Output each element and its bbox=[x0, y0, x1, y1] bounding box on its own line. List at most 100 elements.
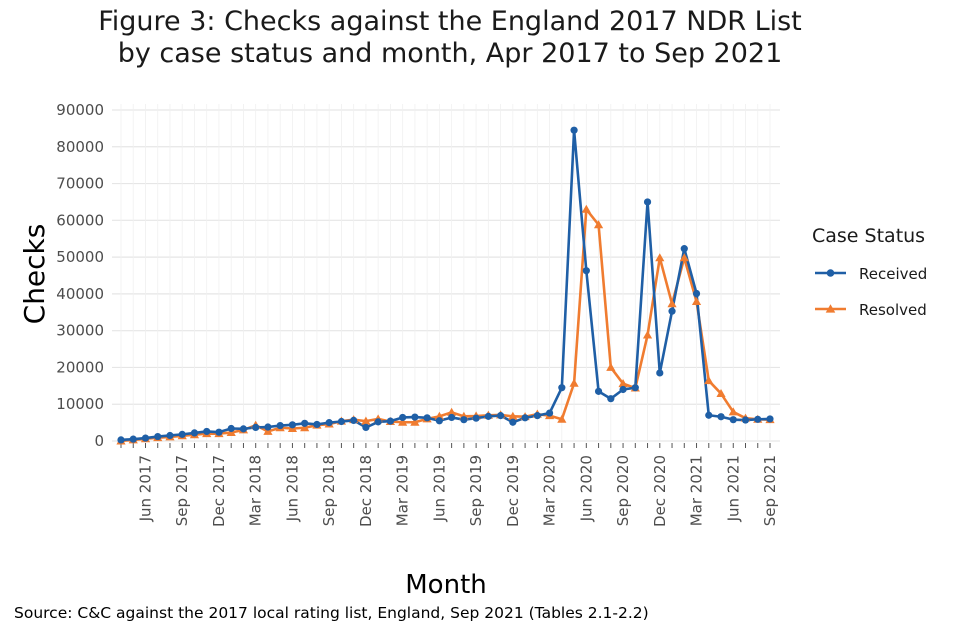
data-point-resolved bbox=[447, 407, 457, 416]
data-point-resolved bbox=[642, 330, 653, 339]
data-point-received bbox=[509, 418, 517, 426]
data-point-received bbox=[227, 424, 235, 433]
data-point-received bbox=[399, 413, 407, 422]
data-point-received bbox=[288, 421, 297, 429]
legend-item-resolved: Resolved bbox=[815, 301, 927, 319]
data-point-received bbox=[680, 245, 688, 253]
data-point-received bbox=[448, 413, 456, 422]
data-point-resolved bbox=[716, 388, 726, 398]
data-point-received bbox=[460, 416, 468, 424]
data-point-resolved bbox=[508, 411, 518, 420]
data-point-resolved bbox=[581, 204, 591, 213]
data-point-resolved bbox=[361, 416, 371, 425]
x-tick-label: Jun 2017 bbox=[136, 455, 154, 522]
data-point-received bbox=[301, 419, 309, 427]
data-point-received bbox=[215, 428, 223, 436]
source-note: Source: C&C against the 2017 local ratin… bbox=[14, 604, 649, 622]
legend-title: Case Status bbox=[812, 225, 925, 247]
data-point-received bbox=[705, 411, 713, 419]
data-point-received bbox=[582, 267, 590, 275]
y-tick-label: 30000 bbox=[56, 322, 104, 340]
data-point-resolved bbox=[569, 378, 579, 387]
x-tick-label: Sep 2019 bbox=[467, 455, 485, 526]
data-point-received bbox=[729, 416, 737, 424]
data-point-received bbox=[374, 418, 382, 426]
y-tick-label: 20000 bbox=[56, 358, 104, 376]
data-point-received bbox=[754, 415, 762, 423]
data-point-received bbox=[252, 423, 260, 431]
y-axis-title: Checks bbox=[18, 224, 51, 325]
x-tick-label: Jun 2019 bbox=[430, 455, 448, 522]
x-tick-label: Mar 2020 bbox=[541, 455, 559, 526]
x-tick-label: Jun 2021 bbox=[724, 455, 742, 522]
data-point-received bbox=[594, 387, 603, 395]
y-tick-label: 10000 bbox=[56, 395, 104, 413]
y-axis-ticks: 0 10000 20000 30000 40000 50000 60000 70000 8000… bbox=[56, 101, 104, 450]
data-point-received bbox=[203, 427, 211, 436]
chart-title-line-2: by case status and month, Apr 2017 to Se… bbox=[117, 38, 783, 69]
y-tick-label: 40000 bbox=[56, 285, 104, 303]
data-point-received bbox=[411, 413, 419, 421]
series-points bbox=[116, 126, 775, 445]
data-point-received bbox=[423, 414, 431, 422]
x-axis-title: Month bbox=[405, 570, 487, 600]
data-point-received bbox=[154, 432, 162, 441]
legend-marker bbox=[825, 304, 836, 313]
y-tick-label: 80000 bbox=[56, 138, 104, 156]
data-point-resolved bbox=[410, 417, 420, 426]
data-point-received bbox=[717, 413, 725, 421]
data-point-received bbox=[668, 307, 676, 315]
data-point-received bbox=[741, 416, 750, 424]
data-point-received bbox=[190, 429, 199, 437]
data-point-resolved bbox=[557, 414, 567, 423]
series-line-resolved bbox=[120, 208, 771, 443]
data-point-received bbox=[484, 412, 492, 420]
data-point-resolved bbox=[606, 362, 616, 371]
x-tick-label: Jun 2020 bbox=[577, 455, 595, 522]
x-axis-ticks: Jun 2017 Sep 2017 Dec 2017 Mar 2018 Jun 2018… bbox=[136, 455, 779, 527]
data-point-received bbox=[766, 415, 774, 423]
data-point-resolved bbox=[300, 423, 310, 432]
data-point-received bbox=[178, 430, 186, 438]
data-point-received bbox=[239, 425, 248, 433]
y-tick-label: 90000 bbox=[56, 101, 104, 119]
data-point-received bbox=[521, 414, 529, 422]
data-point-resolved bbox=[398, 417, 408, 426]
legend-label: Received bbox=[859, 265, 927, 283]
data-point-received bbox=[607, 395, 615, 403]
data-point-received bbox=[643, 198, 652, 206]
data-point-received bbox=[435, 417, 443, 425]
data-point-resolved bbox=[263, 426, 273, 435]
legend-label: Resolved bbox=[859, 301, 927, 319]
data-point-received bbox=[276, 421, 284, 430]
data-point-resolved bbox=[679, 253, 689, 262]
data-point-received bbox=[386, 417, 394, 425]
chart-title-line-1: Figure 3: Checks against the England 201… bbox=[98, 6, 802, 37]
x-tick-label: Sep 2020 bbox=[614, 455, 632, 526]
data-point-received bbox=[325, 419, 333, 427]
data-point-received bbox=[656, 369, 664, 377]
legend-item-received: Received bbox=[815, 265, 927, 283]
x-tick-label: Jun 2018 bbox=[283, 455, 301, 522]
data-point-received bbox=[166, 431, 174, 440]
x-tick-label: Dec 2020 bbox=[651, 455, 669, 527]
y-tick-label: 50000 bbox=[56, 248, 104, 266]
legend: Case Status Received Resolved bbox=[812, 225, 927, 319]
series-lines bbox=[120, 128, 771, 443]
x-tick-label: Sep 2018 bbox=[320, 455, 338, 526]
data-point-received bbox=[497, 412, 505, 420]
data-point-received bbox=[141, 434, 150, 442]
x-tick-label: Sep 2021 bbox=[761, 455, 779, 526]
x-tick-label: Mar 2018 bbox=[247, 455, 265, 526]
data-point-received bbox=[570, 126, 578, 134]
data-point-resolved bbox=[667, 299, 677, 308]
chart-title: Figure 3: Checks against the England 201… bbox=[0, 6, 900, 70]
data-point-received bbox=[264, 423, 272, 431]
y-tick-label: 70000 bbox=[56, 175, 104, 193]
legend-marker bbox=[826, 269, 835, 277]
data-point-received bbox=[362, 423, 370, 431]
data-point-received bbox=[545, 409, 554, 417]
line-chart: 0 10000 20000 30000 40000 50000 60000 70000 8000… bbox=[18, 101, 927, 600]
x-tick-label: Mar 2019 bbox=[394, 455, 412, 526]
data-point-received bbox=[619, 385, 627, 394]
